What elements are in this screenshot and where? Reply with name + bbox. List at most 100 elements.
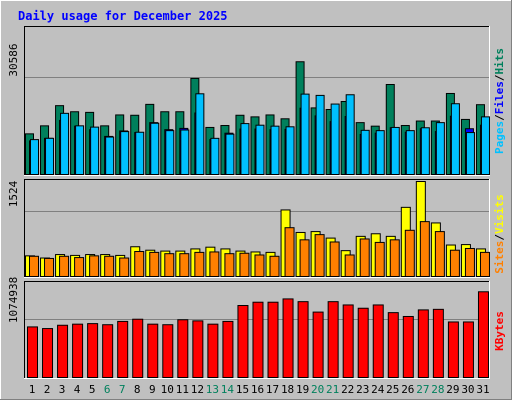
panel-2-max-label: 1524 <box>7 180 20 207</box>
sites-bar-day-18 <box>284 227 295 278</box>
kbytes-bar-day-10 <box>162 324 174 378</box>
pages-bar-day-13 <box>210 137 220 176</box>
pages-bar-day-20 <box>315 94 325 175</box>
pages-bar-day-23 <box>360 129 370 175</box>
kbytes-bar-day-19 <box>297 301 309 378</box>
day-label-25: 25 <box>386 383 399 396</box>
kbytes-bar-day-18 <box>282 298 294 378</box>
legend-files: Files <box>493 81 506 114</box>
pages-bar-day-31 <box>480 116 490 176</box>
sites-bar-day-3 <box>59 255 70 278</box>
pages-bar-day-4 <box>75 125 85 175</box>
pages-bar-day-3 <box>60 112 70 175</box>
kbytes-bar-day-15 <box>237 305 249 378</box>
kbytes-bar-day-25 <box>387 312 399 379</box>
kbytes-bar-day-7 <box>117 320 129 378</box>
day-label-15: 15 <box>236 383 249 396</box>
day-label-29: 29 <box>446 383 459 396</box>
day-label-9: 9 <box>149 383 156 396</box>
legend-visits: Visits <box>493 194 506 234</box>
kbytes-bar-day-29 <box>447 321 459 378</box>
day-label-24: 24 <box>371 383 385 396</box>
pages-bar-day-10 <box>165 130 175 176</box>
kbytes-bar-day-20 <box>312 311 324 378</box>
panel-2-legend: Sites/Visits <box>493 194 506 274</box>
pages-bar-day-21 <box>330 103 340 175</box>
kbytes-bar-day-3 <box>57 324 69 379</box>
day-label-27: 27 <box>416 383 429 396</box>
pages-bar-day-25 <box>390 126 400 175</box>
legend-sites: Sites <box>493 241 506 274</box>
day-label-20: 20 <box>311 383 324 396</box>
legend-pages: Pages <box>493 121 506 154</box>
pages-bar-day-24 <box>375 130 385 176</box>
sites-bar-day-6 <box>104 255 115 278</box>
sites-bar-day-5 <box>89 255 100 277</box>
kbytes-bar-day-17 <box>267 301 279 378</box>
kbytes-bar-day-31 <box>477 291 489 378</box>
pages-bar-day-14 <box>225 133 235 175</box>
day-label-26: 26 <box>401 383 414 396</box>
kbytes-bar-day-22 <box>342 304 354 378</box>
kbytes-bar-day-30 <box>462 321 474 378</box>
day-label-16: 16 <box>251 383 264 396</box>
pages-bar-day-9 <box>150 122 160 175</box>
sites-bar-day-9 <box>149 251 160 278</box>
pages-bar-day-11 <box>180 129 190 175</box>
legend-separator: / <box>493 74 506 81</box>
sites-bar-day-28 <box>434 231 445 277</box>
pages-bar-day-7 <box>120 131 130 175</box>
kbytes-bar-day-8 <box>132 318 144 379</box>
sites-bar-day-16 <box>254 254 265 278</box>
pages-bar-day-30 <box>465 132 475 175</box>
day-label-23: 23 <box>356 383 369 396</box>
sites-bar-day-30 <box>464 247 475 277</box>
sites-bar-day-15 <box>239 252 250 277</box>
day-label-14: 14 <box>221 383 235 396</box>
sites-bar-day-27 <box>419 221 430 278</box>
day-label-12: 12 <box>191 383 204 396</box>
day-label-30: 30 <box>461 383 474 396</box>
panel-3-max-label: 1074938 <box>7 277 20 323</box>
sites-bar-day-11 <box>179 253 190 278</box>
day-label-11: 11 <box>176 383 189 396</box>
pages-bar-day-1 <box>30 139 39 176</box>
pages-bar-day-17 <box>270 125 280 176</box>
kbytes-bar-day-23 <box>357 307 369 378</box>
kbytes-bar-day-14 <box>222 320 234 378</box>
pages-bar-day-28 <box>435 122 445 175</box>
sites-bar-day-1 <box>29 255 39 278</box>
kbytes-bar-day-16 <box>252 301 264 378</box>
pages-bar-day-18 <box>285 126 295 175</box>
kbytes-bar-day-28 <box>432 308 444 379</box>
kbytes-bar-day-11 <box>177 319 189 378</box>
sites-bar-day-29 <box>449 249 460 278</box>
kbytes-bar-day-24 <box>372 304 384 378</box>
pages-bar-day-19 <box>300 93 310 175</box>
sites-bar-day-7 <box>119 257 130 277</box>
sites-bar-day-21 <box>329 241 340 277</box>
day-label-1: 1 <box>29 383 36 396</box>
day-label-10: 10 <box>161 383 174 396</box>
day-label-18: 18 <box>281 383 294 396</box>
sites-bar-day-19 <box>299 239 310 277</box>
kbytes-bar-day-27 <box>417 309 429 378</box>
sites-bar-day-12 <box>194 251 205 278</box>
day-label-7: 7 <box>119 383 126 396</box>
pages-bar-day-15 <box>240 123 250 176</box>
day-label-13: 13 <box>206 383 219 396</box>
pages-bar-day-26 <box>405 130 415 176</box>
kbytes-bar-day-4 <box>72 323 84 379</box>
legend-separator: / <box>493 114 506 121</box>
kbytes-bar-day-26 <box>402 315 414 378</box>
panel-1-legend: Pages/Files/Hits <box>493 48 506 154</box>
kbytes-bar-day-1 <box>27 326 38 379</box>
kbytes-bar-day-9 <box>147 323 159 379</box>
kbytes-bar-day-12 <box>192 320 204 379</box>
day-label-19: 19 <box>296 383 309 396</box>
sites-bar-day-20 <box>314 234 325 278</box>
pages-bar-day-16 <box>255 124 265 175</box>
pages-bar-day-8 <box>135 131 145 176</box>
pages-bar-day-2 <box>45 137 55 176</box>
